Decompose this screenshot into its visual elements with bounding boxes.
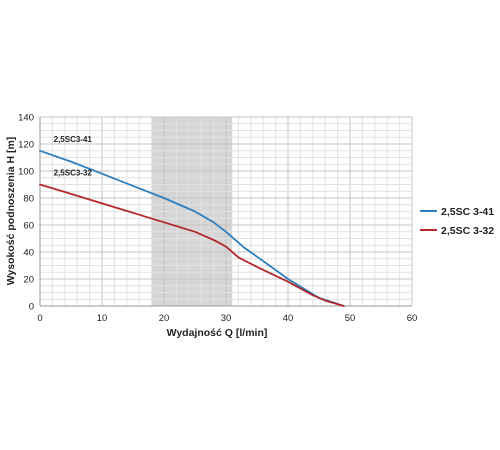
series-line-1 <box>39 183 345 307</box>
x-axis-title: Wydajność Q [l/min] <box>167 327 268 339</box>
y-tick-label: 140 <box>18 113 34 124</box>
y-tick-label: 0 <box>29 302 34 313</box>
y-tick-label: 60 <box>23 221 34 232</box>
y-tick-label: 120 <box>18 140 34 151</box>
y-tick-label: 100 <box>18 167 34 178</box>
x-tick-label: 0 <box>37 313 42 324</box>
x-tick-label: 20 <box>159 313 170 324</box>
y-tick-label: 40 <box>23 248 34 259</box>
legend: 2,5SC 3-41 2,5SC 3-32 <box>420 206 494 237</box>
legend-label: 2,5SC 3-32 <box>441 225 494 237</box>
x-tick-label: 10 <box>97 313 108 324</box>
legend-label: 2,5SC 3-41 <box>441 206 494 218</box>
x-tick-label: 40 <box>283 313 294 324</box>
x-tick-label: 30 <box>221 313 232 324</box>
series-curve-label: 2,5SC3-32 <box>54 169 93 178</box>
x-tick-label: 60 <box>407 313 418 324</box>
series-curve-label: 2,5SC3-41 <box>54 135 93 144</box>
x-tick-label: 50 <box>345 313 356 324</box>
y-axis-title: Wysokość podnoszenia H [m] <box>5 137 17 286</box>
y-tick-label: 80 <box>23 194 34 205</box>
y-tick-label: 20 <box>23 275 34 286</box>
